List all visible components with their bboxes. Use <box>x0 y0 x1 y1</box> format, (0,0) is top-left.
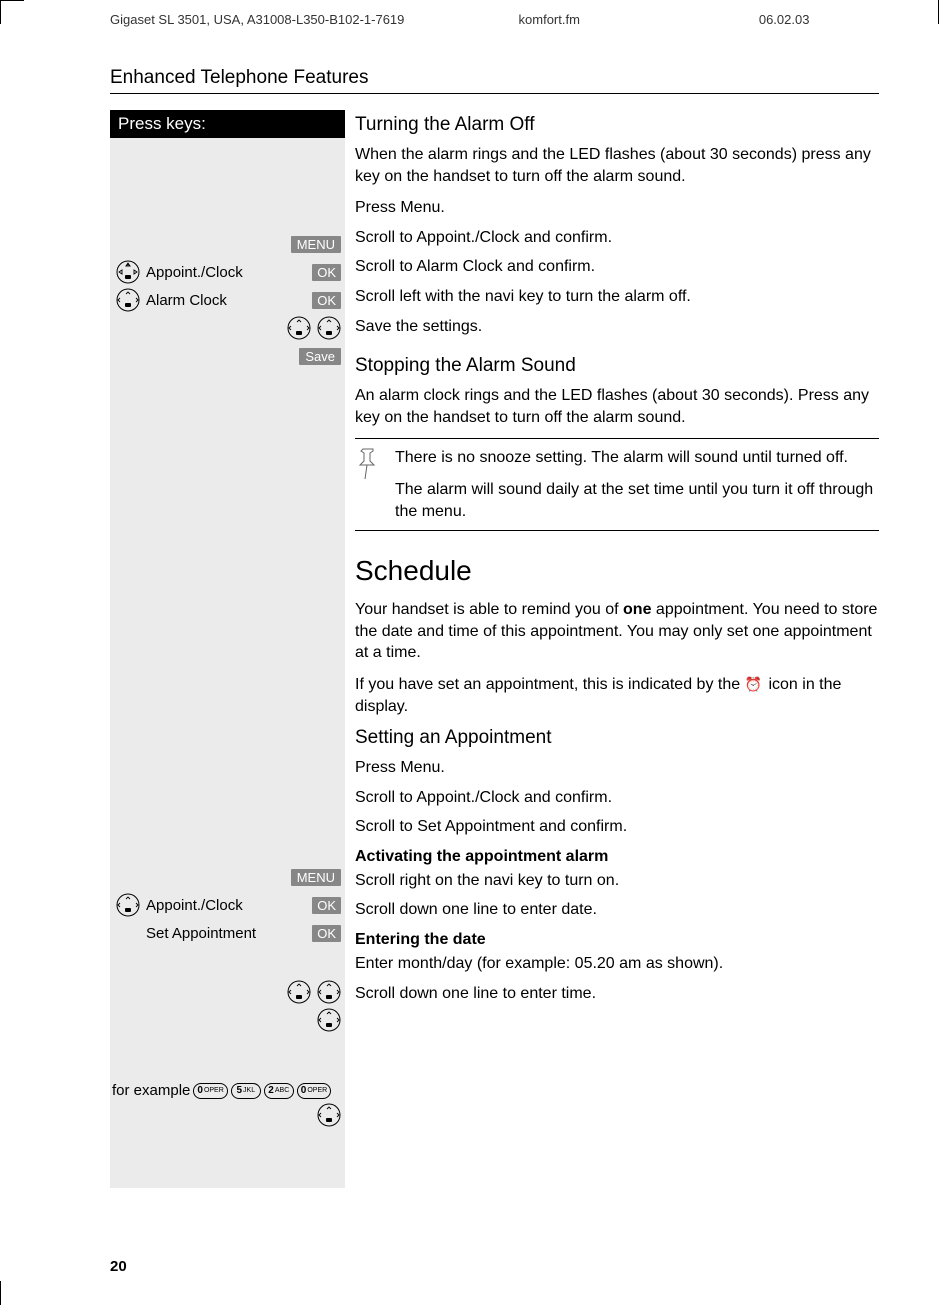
label-appoint-clock-2: Appoint./Clock <box>146 897 306 914</box>
label-appoint-clock-1: Appoint./Clock <box>146 264 306 281</box>
header-mid: komfort.fm <box>519 12 759 27</box>
step-scroll-appoint-1: Scroll to Appoint./Clock and confirm. <box>355 227 879 249</box>
heading-stopping-alarm: Stopping the Alarm Sound <box>355 355 879 377</box>
navi-key-icon <box>116 288 140 312</box>
key-row-for-example: for example 0OPER 5JKL 2ABC 0OPER <box>110 1080 345 1101</box>
key-row-navi-down-1 <box>110 1006 345 1034</box>
step-scroll-alarm-clock: Scroll to Alarm Clock and confirm. <box>355 256 879 278</box>
subhead-activating: Activating the appointment alarm <box>355 848 879 866</box>
key-row-alarm-clock: Alarm Clock OK <box>110 286 345 314</box>
para-schedule-2: If you have set an appointment, this is … <box>355 674 879 717</box>
section-title: Enhanced Telephone Features <box>110 67 879 94</box>
step-press-menu-2: Press Menu. <box>355 757 879 779</box>
step-press-menu-1: Press Menu. <box>355 197 879 219</box>
header-right: 06.02.03 <box>759 12 879 27</box>
note-box: There is no snooze setting. The alarm wi… <box>355 438 879 531</box>
key-row-appoint-clock-2: Appoint./Clock OK <box>110 891 345 919</box>
step-scroll-set-appt: Scroll to Set Appointment and confirm. <box>355 816 879 838</box>
heading-setting-appointment: Setting an Appointment <box>355 727 879 749</box>
key-0-oper-2: 0OPER <box>297 1083 331 1099</box>
ok-tag-4: OK <box>312 925 341 942</box>
ok-tag-3: OK <box>312 897 341 914</box>
key-2-abc: 2ABC <box>264 1083 294 1099</box>
content-column: Turning the Alarm Off When the alarm rin… <box>355 110 879 1188</box>
navi-key-icon <box>287 316 311 340</box>
key-5-jkl: 5JKL <box>231 1083 261 1099</box>
navi-key-icon <box>317 1008 341 1032</box>
header-left: Gigaset SL 3501, USA, A31008-L350-B102-1… <box>110 12 519 27</box>
key-row-save: Save <box>110 342 345 370</box>
step-scroll-right: Scroll right on the navi key to turn on. <box>355 870 879 892</box>
key-row-appoint-clock-1: Appoint./Clock OK <box>110 258 345 286</box>
key-row-navi-left <box>110 314 345 342</box>
navi-key-icon <box>317 1103 341 1127</box>
for-example-label: for example <box>112 1082 190 1099</box>
page-number: 20 <box>110 1258 127 1275</box>
navi-key-icon <box>317 316 341 340</box>
step-scroll-appoint-2: Scroll to Appoint./Clock and confirm. <box>355 787 879 809</box>
heading-turning-alarm-off: Turning the Alarm Off <box>355 114 879 136</box>
navi-key-icon <box>287 980 311 1004</box>
navi-key-icon <box>116 893 140 917</box>
ok-tag-2: OK <box>312 292 341 309</box>
page-header: Gigaset SL 3501, USA, A31008-L350-B102-1… <box>110 12 879 67</box>
navi-key-icon <box>116 260 140 284</box>
step-save: Save the settings. <box>355 316 879 338</box>
note-text-2: The alarm will sound daily at the set ti… <box>395 479 879 522</box>
key-0-oper: 0OPER <box>193 1083 227 1099</box>
press-keys-header: Press keys: <box>110 110 345 138</box>
step-scroll-down-time: Scroll down one line to enter time. <box>355 983 879 1005</box>
key-row-navi-right <box>110 978 345 1006</box>
save-tag: Save <box>299 348 341 365</box>
key-row-menu-1: MENU <box>110 230 345 258</box>
ok-tag-1: OK <box>312 264 341 281</box>
alarm-clock-icon: ⏰ <box>745 676 762 692</box>
navi-key-icon <box>317 980 341 1004</box>
label-alarm-clock: Alarm Clock <box>146 292 306 309</box>
press-keys-column: Press keys: MENU Appoint./Clock OK <box>110 110 345 1188</box>
menu-tag-2: MENU <box>291 869 341 886</box>
subhead-entering-date: Entering the date <box>355 931 879 949</box>
menu-tag-1: MENU <box>291 236 341 253</box>
key-row-navi-down-2 <box>110 1101 345 1129</box>
label-set-appointment: Set Appointment <box>146 925 306 942</box>
key-row-menu-2: MENU <box>110 863 345 891</box>
step-scroll-down-date: Scroll down one line to enter date. <box>355 899 879 921</box>
step-scroll-left: Scroll left with the navi key to turn th… <box>355 286 879 308</box>
para-schedule-1: Your handset is able to remind you of on… <box>355 599 879 664</box>
para-stopping-alarm: An alarm clock rings and the LED flashes… <box>355 385 879 428</box>
step-enter-month-day: Enter month/day (for example: 05.20 am a… <box>355 953 879 975</box>
heading-schedule: Schedule <box>355 555 879 587</box>
key-row-set-appointment: Set Appointment OK <box>110 919 345 947</box>
note-text-1: There is no snooze setting. The alarm wi… <box>395 447 879 469</box>
pushpin-icon <box>355 447 381 522</box>
para-alarm-off: When the alarm rings and the LED flashes… <box>355 144 879 187</box>
